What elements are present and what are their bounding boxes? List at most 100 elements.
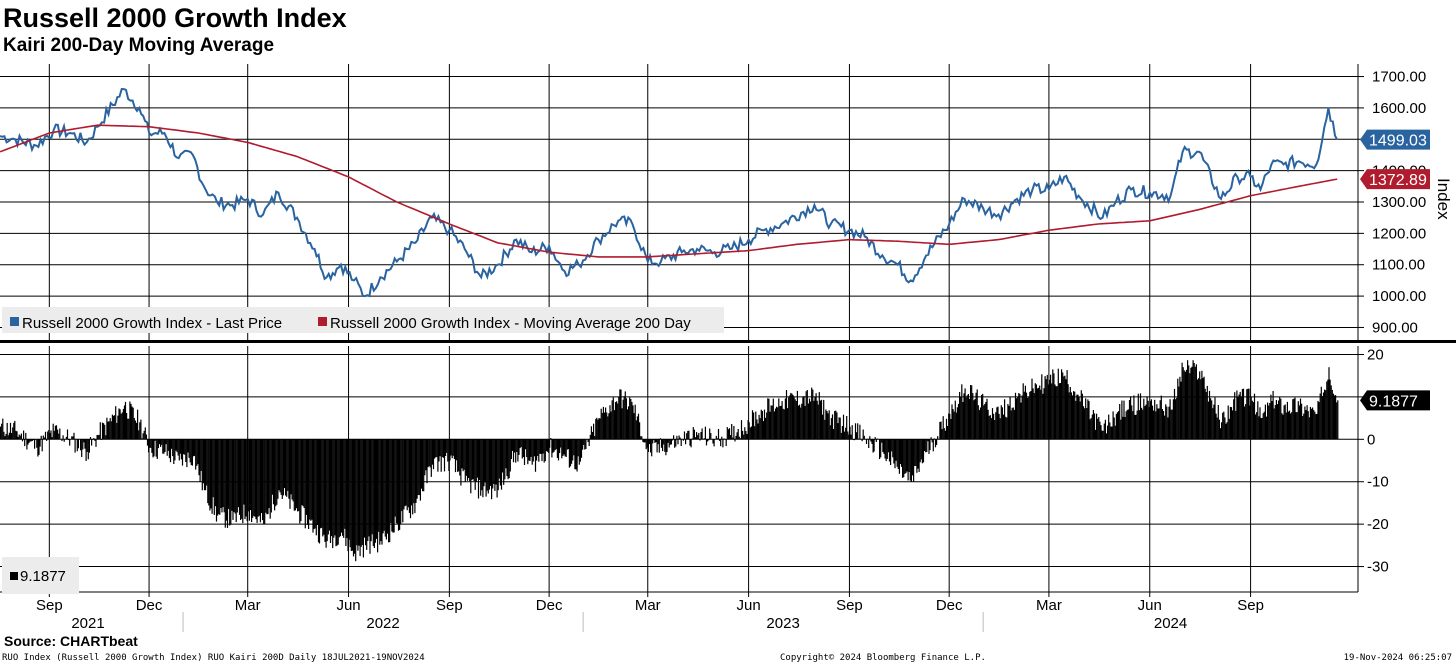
kairi-bar	[1183, 370, 1185, 440]
kairi-bar	[1025, 392, 1028, 440]
kairi-bar	[555, 439, 557, 450]
kairi-bar	[129, 401, 131, 440]
kairi-bar	[505, 439, 507, 469]
kairi-bar	[320, 439, 322, 529]
kairi-bar	[778, 398, 780, 440]
kairi-bar	[1207, 401, 1209, 440]
kairi-bar	[55, 425, 58, 440]
kairi-bar	[352, 439, 355, 557]
kairi-bar	[1316, 413, 1318, 440]
kairi-bar	[1078, 396, 1080, 440]
kairi-bar	[800, 407, 802, 440]
kairi-bar	[1089, 419, 1091, 440]
kairi-bar	[1196, 379, 1199, 440]
kairi-bar	[52, 423, 54, 440]
kairi-bar	[1001, 407, 1003, 440]
kairi-bar	[1195, 364, 1197, 440]
kairi-bar	[819, 400, 821, 440]
kairi-bar	[517, 439, 519, 462]
y-tick-label: 900.00	[1372, 319, 1418, 336]
kairi-bar	[408, 439, 410, 513]
kairi-bar	[733, 426, 735, 440]
kairi-bar	[503, 439, 505, 485]
kairi-bar	[172, 439, 174, 457]
kairi-bar	[751, 410, 754, 440]
kairi-bar	[365, 439, 367, 546]
kairi-bar	[629, 397, 631, 440]
kairi-bar	[1126, 409, 1128, 440]
kairi-bar	[403, 439, 405, 510]
kairi-bar	[474, 439, 476, 490]
kairi-bar	[468, 439, 470, 478]
kairi-bar	[1190, 367, 1192, 440]
kairi-bar	[981, 394, 983, 440]
kairi-bar	[1054, 384, 1056, 440]
kairi-bar	[1191, 366, 1193, 440]
kairi-bar	[1077, 394, 1079, 440]
kairi-bar	[839, 417, 841, 440]
kairi-bar	[550, 438, 552, 440]
kairi-bar	[1206, 385, 1208, 440]
kairi-bar	[1056, 386, 1058, 440]
kairi-bar	[1247, 388, 1249, 440]
kairi-bar	[142, 433, 144, 440]
kairi-bar	[1130, 396, 1132, 440]
kairi-bar	[528, 439, 530, 461]
kairi-bar	[1249, 405, 1251, 440]
kairi-bar	[929, 439, 931, 451]
kairi-bar	[233, 439, 235, 513]
kairi-bar	[1276, 404, 1279, 440]
kairi-bar	[682, 439, 684, 441]
kairi-bar	[603, 412, 606, 440]
kairi-bar	[112, 415, 115, 440]
kairi-bar	[1102, 430, 1104, 440]
kairi-bar	[1125, 411, 1127, 440]
kairi-bar	[252, 439, 254, 518]
kairi-bar	[449, 439, 451, 461]
kairi-bar	[510, 439, 512, 460]
kairi-bar	[338, 439, 340, 538]
kairi-bar	[1133, 395, 1135, 440]
kairi-bar	[1167, 417, 1169, 440]
y-tick-label: 1700.00	[1372, 69, 1426, 86]
kairi-bar	[59, 428, 61, 440]
x-month-label: Jun	[1138, 597, 1162, 614]
kairi-bar	[87, 439, 89, 460]
kairi-bar	[896, 439, 898, 467]
kairi-bar	[734, 439, 736, 442]
kairi-bar	[811, 387, 813, 440]
kairi-bar	[1278, 400, 1280, 440]
kairi-bar	[575, 439, 577, 470]
kairi-bar	[1108, 414, 1110, 440]
kairi-bar	[704, 426, 706, 440]
kairi-bar	[253, 439, 255, 516]
kairi-bar	[747, 420, 749, 440]
kairi-bar	[311, 439, 313, 520]
kairi-bar	[222, 439, 224, 508]
kairi-bar	[186, 439, 188, 468]
kairi-bar	[271, 439, 273, 495]
kairi-bar	[465, 439, 467, 476]
kairi-bar	[607, 416, 609, 440]
kairi-bar	[459, 439, 461, 476]
kairi-bar	[254, 439, 256, 517]
kairi-bar	[15, 430, 17, 440]
kairi-bar	[1252, 402, 1254, 440]
kairi-bar	[793, 397, 795, 440]
kairi-bar	[1033, 393, 1035, 440]
kairi-bar	[286, 439, 288, 497]
kairi-bar	[893, 439, 895, 464]
kairi-bar	[880, 439, 882, 458]
kairi-bar	[1157, 408, 1159, 440]
kairi-bar	[450, 439, 452, 456]
kairi-bar	[516, 439, 518, 452]
kairi-bar	[1210, 398, 1212, 440]
kairi-bar	[988, 415, 990, 440]
kairi-bar	[623, 396, 625, 440]
kairi-bar	[1082, 406, 1085, 440]
kairi-bar	[281, 439, 283, 499]
kairi-bar	[915, 439, 917, 466]
kairi-bar	[1317, 400, 1319, 440]
kairi-bar	[947, 426, 949, 440]
kairi-bar	[180, 439, 182, 460]
